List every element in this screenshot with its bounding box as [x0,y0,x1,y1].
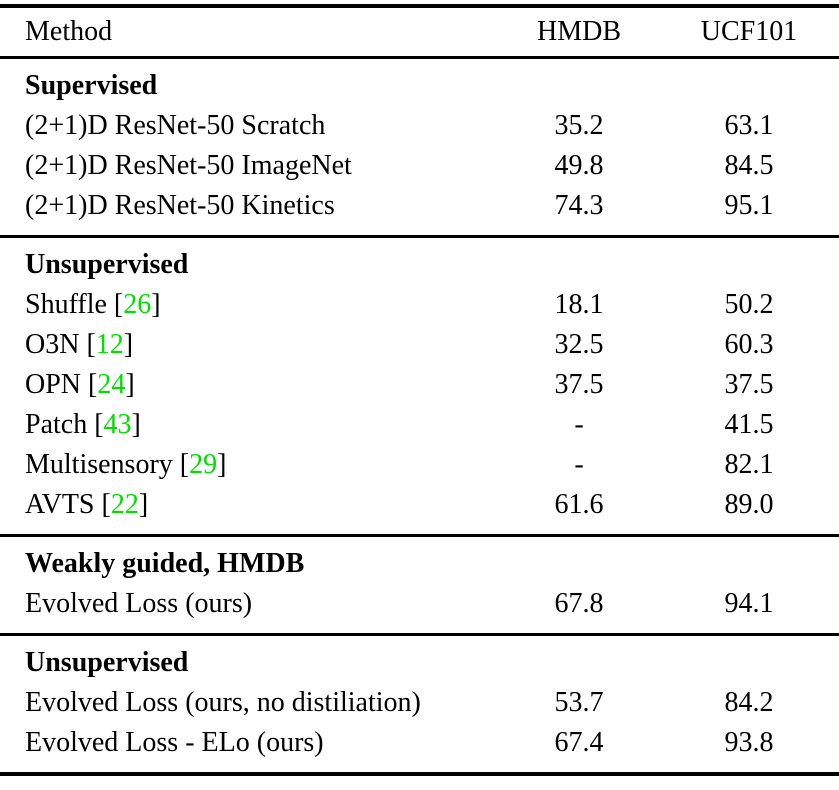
cite-bracket-open: [ [172,449,190,480]
cite-bracket-open: [ [87,409,104,440]
cite-bracket-close: ] [123,329,134,360]
method-cell: Evolved Loss (ours, no distiliation) [25,687,421,718]
method-cell: OPN [24] [0,365,499,405]
table-rule-mid-3 [0,633,839,636]
hmdb-value: 49.8 [554,150,604,181]
method-cell: Shuffle [26] [0,285,499,325]
citation-link[interactable]: 29 [189,449,218,480]
ucf101-value: 84.2 [724,687,774,718]
table-row: (2+1)D ResNet-50 Kinetics 74.3 95.1 [0,186,839,226]
table-row: Shuffle [26] 18.1 50.2 [0,285,839,325]
table-row: Evolved Loss - ELo (ours) 67.4 93.8 [0,723,839,763]
method-cell: (2+1)D ResNet-50 Scratch [25,110,326,141]
section-title: Unsupervised [25,647,189,678]
cite-bracket-open: [ [94,489,111,520]
method-cell: AVTS [22] [0,485,499,525]
hmdb-value: 53.7 [554,687,604,718]
ucf101-value: 50.2 [724,289,774,320]
section-supervised: Supervised (2+1)D ResNet-50 Scratch 35.2… [0,59,839,235]
method-name: Multisensory [25,449,173,480]
hmdb-value: 74.3 [554,190,604,221]
table-row: (2+1)D ResNet-50 Scratch 35.2 63.1 [0,106,839,146]
ucf101-value: 84.5 [724,150,774,181]
method-cell: (2+1)D ResNet-50 ImageNet [25,150,352,181]
citation-link[interactable]: 24 [97,369,126,400]
method-name: O3N [25,329,80,360]
section-title: Supervised [25,70,158,101]
ucf101-value: 94.1 [724,588,774,619]
section-title: Unsupervised [25,249,189,280]
ucf101-value: 63.1 [724,110,774,141]
cite-bracket-close: ] [217,449,227,480]
citation-link[interactable]: 26 [123,289,152,320]
cite-bracket-close: ] [138,489,149,520]
table-row: O3N [12] 32.5 60.3 [0,325,839,365]
section-unsupervised: Unsupervised Shuffle [26] 18.1 50.2 O3N … [0,238,839,534]
cite-bracket-open: [ [79,329,96,360]
table-rule-below-header [0,56,839,59]
hmdb-value: 37.5 [554,369,604,400]
cite-bracket-open: [ [81,369,98,400]
ucf101-value: 60.3 [724,329,774,360]
table-row: Evolved Loss (ours, no distiliation) 53.… [0,683,839,723]
hmdb-value: 32.5 [554,329,604,360]
cite-bracket-open: [ [106,289,124,320]
method-cell: (2+1)D ResNet-50 Kinetics [25,190,335,221]
cite-bracket-close: ] [125,369,135,400]
method-name: AVTS [25,489,95,520]
method-name: Patch [25,409,88,440]
table-row: Patch [43] - 41.5 [0,405,839,445]
table-row: OPN [24] 37.5 37.5 [0,365,839,405]
column-header-method: Method [25,16,113,47]
ucf101-value: 93.8 [724,727,774,758]
table-row: AVTS [22] 61.6 89.0 [0,485,839,525]
method-cell: Multisensory [29] [0,445,499,485]
method-cell: Patch [43] [0,405,499,445]
method-cell: Evolved Loss (ours) [25,588,253,619]
hmdb-value: 67.4 [554,727,604,758]
citation-link[interactable]: 43 [103,409,132,440]
table-row: Evolved Loss (ours) 67.8 94.1 [0,584,839,624]
table-row: (2+1)D ResNet-50 ImageNet 49.8 84.5 [0,146,839,186]
table-row: Multisensory [29] - 82.1 [0,445,839,485]
ucf101-value: 41.5 [724,409,774,440]
citation-link[interactable]: 12 [95,329,124,360]
column-header-hmdb: HMDB [536,16,621,47]
ucf101-value: 37.5 [724,369,774,400]
ucf101-value: 89.0 [724,489,774,520]
table-rule-bottom [0,772,839,776]
method-name: Shuffle [25,289,107,320]
table-rule-mid-2 [0,534,839,537]
hmdb-value: - [574,449,584,480]
section-unsupervised-ours: Unsupervised Evolved Loss (ours, no dist… [0,636,839,772]
ucf101-value: 95.1 [724,190,774,221]
cite-bracket-close: ] [151,289,161,320]
ucf101-value: 82.1 [724,449,774,480]
citation-link[interactable]: 22 [110,489,139,520]
section-weakly-guided: Weakly guided, HMDB Evolved Loss (ours) … [0,537,839,633]
method-cell: Evolved Loss - ELo (ours) [25,727,324,758]
table-rule-top [0,4,839,8]
hmdb-value: 35.2 [554,110,604,141]
hmdb-value: 18.1 [554,289,604,320]
cite-bracket-close: ] [131,409,141,440]
method-name: OPN [25,369,82,400]
section-title: Weakly guided, HMDB [25,548,305,579]
column-header-ucf101: UCF101 [700,16,798,47]
hmdb-value: - [574,409,584,440]
method-cell: O3N [12] [0,325,499,365]
table-header-row: Method HMDB UCF101 [0,8,839,56]
hmdb-value: 61.6 [554,489,604,520]
hmdb-value: 67.8 [554,588,604,619]
table-rule-mid-1 [0,235,839,238]
